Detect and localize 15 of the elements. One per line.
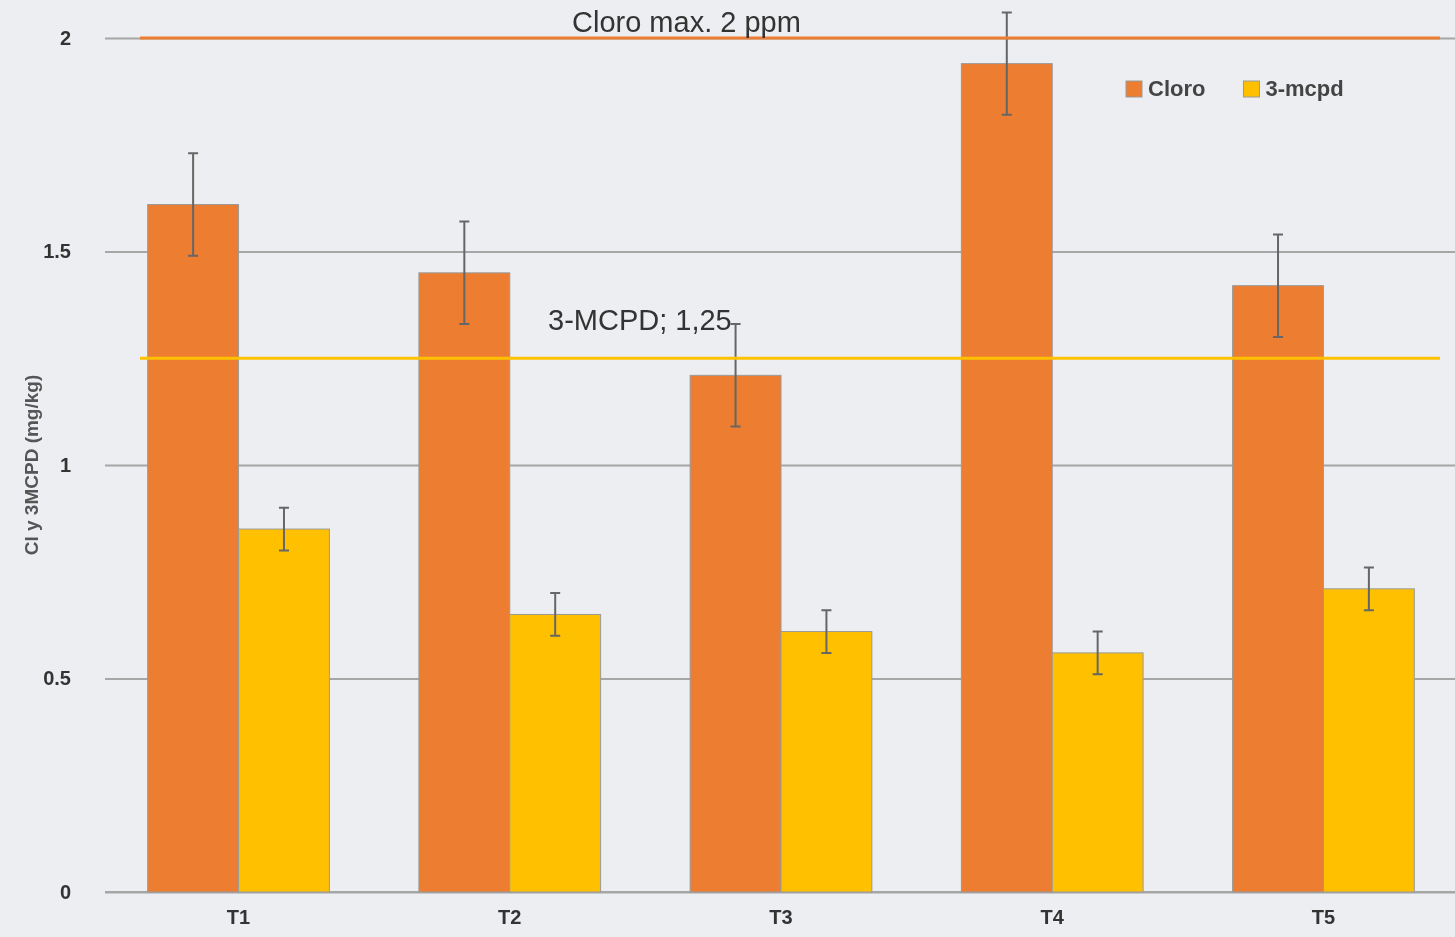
y-tick-label: 1.5 (43, 240, 71, 263)
x-tick-label: T2 (498, 906, 522, 929)
y-tick-label: 2 (59, 26, 71, 49)
x-tick-label: T1 (226, 906, 251, 929)
legend-label: 3-mcpd (1265, 76, 1344, 101)
legend-label: Cloro (1148, 76, 1206, 101)
x-tick-label: T5 (1311, 906, 1336, 929)
x-tick-label: T4 (1040, 906, 1065, 929)
x-tick-label: T3 (769, 906, 793, 929)
y-tick-label: 0.5 (43, 667, 71, 690)
y-tick-label: 1 (59, 453, 71, 476)
ref-line-label: Cloro max. 2 ppm (572, 6, 801, 38)
y-axis-title: Cl y 3MCPD (mg/kg) (21, 374, 42, 556)
ref-line-label: 3-MCPD; 1,25 (548, 304, 732, 337)
y-tick-label: 0 (59, 880, 71, 903)
